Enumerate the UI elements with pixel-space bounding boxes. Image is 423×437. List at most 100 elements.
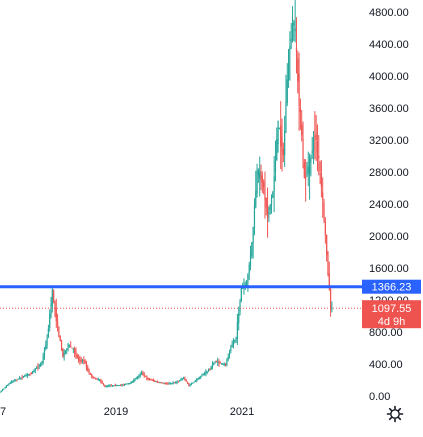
current-price-label: 1097.55: [372, 303, 412, 315]
candle-body: [280, 126, 281, 147]
candle-body: [241, 288, 242, 301]
candle-body: [230, 348, 231, 351]
candle-body: [264, 187, 265, 199]
candle-body: [24, 375, 25, 376]
y-tick-label: 2800.00: [369, 167, 409, 179]
candle-body: [75, 351, 76, 355]
x-tick-label: 7: [0, 406, 6, 418]
candle-body: [314, 136, 315, 137]
candle-body: [32, 371, 33, 373]
candle-body: [124, 384, 125, 385]
candle-body: [306, 173, 307, 176]
candle-body: [62, 349, 63, 357]
candle-body: [73, 349, 74, 350]
candle-body: [200, 376, 201, 377]
candle-body: [309, 157, 310, 174]
candle-body: [45, 345, 46, 349]
candle-body: [239, 301, 240, 312]
candle-body: [33, 370, 34, 371]
candle-body: [279, 128, 280, 129]
candle-body: [48, 329, 49, 337]
candle-body: [18, 379, 19, 380]
candle-body: [222, 364, 223, 365]
candle-body: [298, 74, 299, 106]
candle-body: [82, 360, 83, 361]
y-tick-label: 4000.00: [369, 71, 409, 83]
candle-body: [218, 362, 219, 363]
candle-body: [301, 125, 302, 135]
candle-body: [149, 379, 150, 380]
candle-body: [136, 378, 137, 379]
candle-body: [322, 193, 323, 200]
candle-body: [138, 376, 139, 377]
candle-body: [326, 235, 327, 255]
candle-body: [250, 252, 251, 265]
candle-body: [291, 39, 292, 41]
candle-body: [94, 377, 95, 378]
candle-body: [196, 379, 197, 380]
candle-body: [187, 382, 188, 384]
level-price-label: 1366.23: [372, 282, 412, 294]
candle-body: [39, 365, 40, 367]
settings-button[interactable]: [384, 403, 406, 425]
candle-body: [169, 384, 170, 385]
candle-body: [220, 363, 221, 364]
candle-body: [304, 162, 305, 177]
price-axis[interactable]: 4800.004400.004000.003600.003200.002800.…: [369, 7, 409, 403]
candle-body: [253, 227, 254, 242]
candle-body: [70, 346, 71, 347]
candle-body: [272, 192, 273, 198]
candle-body: [112, 385, 113, 386]
candle-body: [60, 336, 61, 342]
candle-body: [91, 374, 92, 376]
candle-body: [87, 367, 88, 370]
candle-body: [247, 275, 248, 284]
candle-body: [159, 382, 160, 383]
candle-body: [184, 378, 185, 380]
candle-body: [145, 376, 146, 377]
y-tick-label: 4800.00: [369, 7, 409, 19]
y-tick-label: 3600.00: [369, 103, 409, 115]
candle-body: [83, 360, 84, 361]
candle-body: [88, 371, 89, 373]
candle-body: [29, 373, 30, 374]
candle-body: [116, 385, 117, 386]
candle-body: [165, 383, 166, 384]
candle-body: [64, 353, 65, 356]
candle-body: [81, 360, 82, 361]
candle-body: [319, 163, 320, 171]
candle-body: [4, 387, 5, 388]
candle-body: [180, 380, 181, 381]
candle-body: [158, 382, 159, 383]
candles-layer: [0, 0, 333, 396]
y-tick-label: 1600.00: [369, 263, 409, 275]
candle-body: [85, 361, 86, 364]
candle-body: [151, 379, 152, 380]
candle-body: [162, 383, 163, 384]
candle-body: [203, 374, 204, 375]
candle-body: [128, 383, 129, 384]
candle-body: [109, 386, 110, 387]
candle-body: [166, 383, 167, 384]
y-tick-label: 2400.00: [369, 199, 409, 211]
candle-body: [190, 385, 191, 386]
candle-body: [259, 171, 260, 179]
candle-body: [214, 362, 215, 363]
candle-body: [115, 385, 116, 386]
candle-body: [287, 79, 288, 102]
candle-body: [225, 364, 226, 366]
candle-body: [175, 382, 176, 383]
x-tick-label: 2021: [230, 406, 254, 418]
candle-body: [235, 337, 236, 339]
candle-body: [285, 102, 286, 133]
candle-body: [107, 386, 108, 387]
candle-body: [23, 376, 24, 377]
candle-body: [224, 364, 225, 365]
candle-body: [204, 373, 205, 374]
candle-body: [78, 357, 79, 360]
candle-body: [74, 349, 75, 353]
candle-body: [318, 156, 319, 158]
